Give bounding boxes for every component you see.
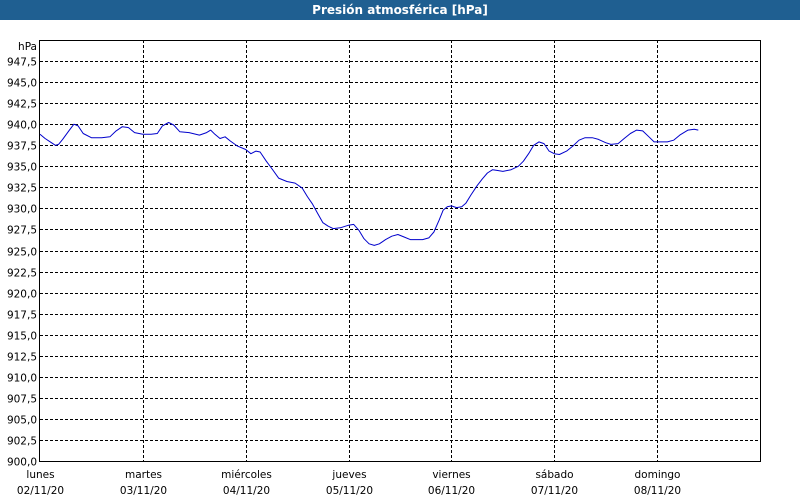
y-tick-label: 940,0: [7, 120, 37, 132]
y-tick-label: 927,5: [7, 225, 37, 237]
x-tick-date-label: 06/11/20: [428, 485, 475, 497]
y-tick-label: 935,0: [7, 162, 37, 174]
y-tick-label: 900,0: [7, 457, 37, 469]
chart-grid: [40, 40, 760, 461]
y-tick-label: 937,5: [7, 141, 37, 153]
x-axis-ticks: lunes 02/11/20 martes 03/11/20 miércoles 04/1…: [17, 469, 681, 497]
pressure-series-line: [39, 122, 699, 246]
y-tick-label: 912,5: [7, 352, 37, 364]
y-tick-label: 945,0: [7, 78, 37, 90]
y-tick-label: 917,5: [7, 310, 37, 322]
x-tick-day-label: martes: [125, 469, 162, 481]
y-tick-label: 922,5: [7, 268, 37, 280]
plot-area-border: [39, 40, 761, 462]
chart-title-bar: Presión atmosférica [hPa]: [0, 0, 800, 20]
x-tick-day-label: domingo: [635, 469, 681, 481]
y-tick-label: 947,5: [7, 57, 37, 69]
x-tick-date-label: 08/11/20: [634, 485, 681, 497]
y-tick-label: 920,0: [7, 289, 37, 301]
x-tick-date-label: 07/11/20: [531, 485, 578, 497]
y-tick-label: 915,0: [7, 331, 37, 343]
chart-title: Presión atmosférica [hPa]: [312, 3, 488, 17]
series-group: [39, 122, 699, 246]
y-tick-label: 905,0: [7, 415, 37, 427]
y-tick-label: 902,5: [7, 436, 37, 448]
y-tick-label: 942,5: [7, 99, 37, 111]
x-tick-date-label: 04/11/20: [223, 485, 270, 497]
y-tick-label: 907,5: [7, 394, 37, 406]
y-tick-label: 932,5: [7, 183, 37, 195]
y-tick-label: 910,0: [7, 373, 37, 385]
y-axis-unit-label: hPa: [18, 41, 37, 53]
x-tick-day-label: jueves: [331, 469, 366, 481]
y-axis-ticks: 900,0 902,5 905,0 907,5 910,0 912,5 915,0 917,5…: [7, 57, 37, 469]
x-tick-day-label: viernes: [432, 469, 470, 481]
x-tick-day-label: lunes: [26, 469, 54, 481]
x-tick-date-label: 03/11/20: [120, 485, 167, 497]
x-tick-day-label: miércoles: [221, 469, 272, 481]
y-tick-label: 925,0: [7, 247, 37, 259]
x-tick-date-label: 05/11/20: [326, 485, 373, 497]
x-tick-day-label: sábado: [535, 469, 573, 481]
x-tick-date-label: 02/11/20: [17, 485, 64, 497]
y-tick-label: 930,0: [7, 204, 37, 216]
